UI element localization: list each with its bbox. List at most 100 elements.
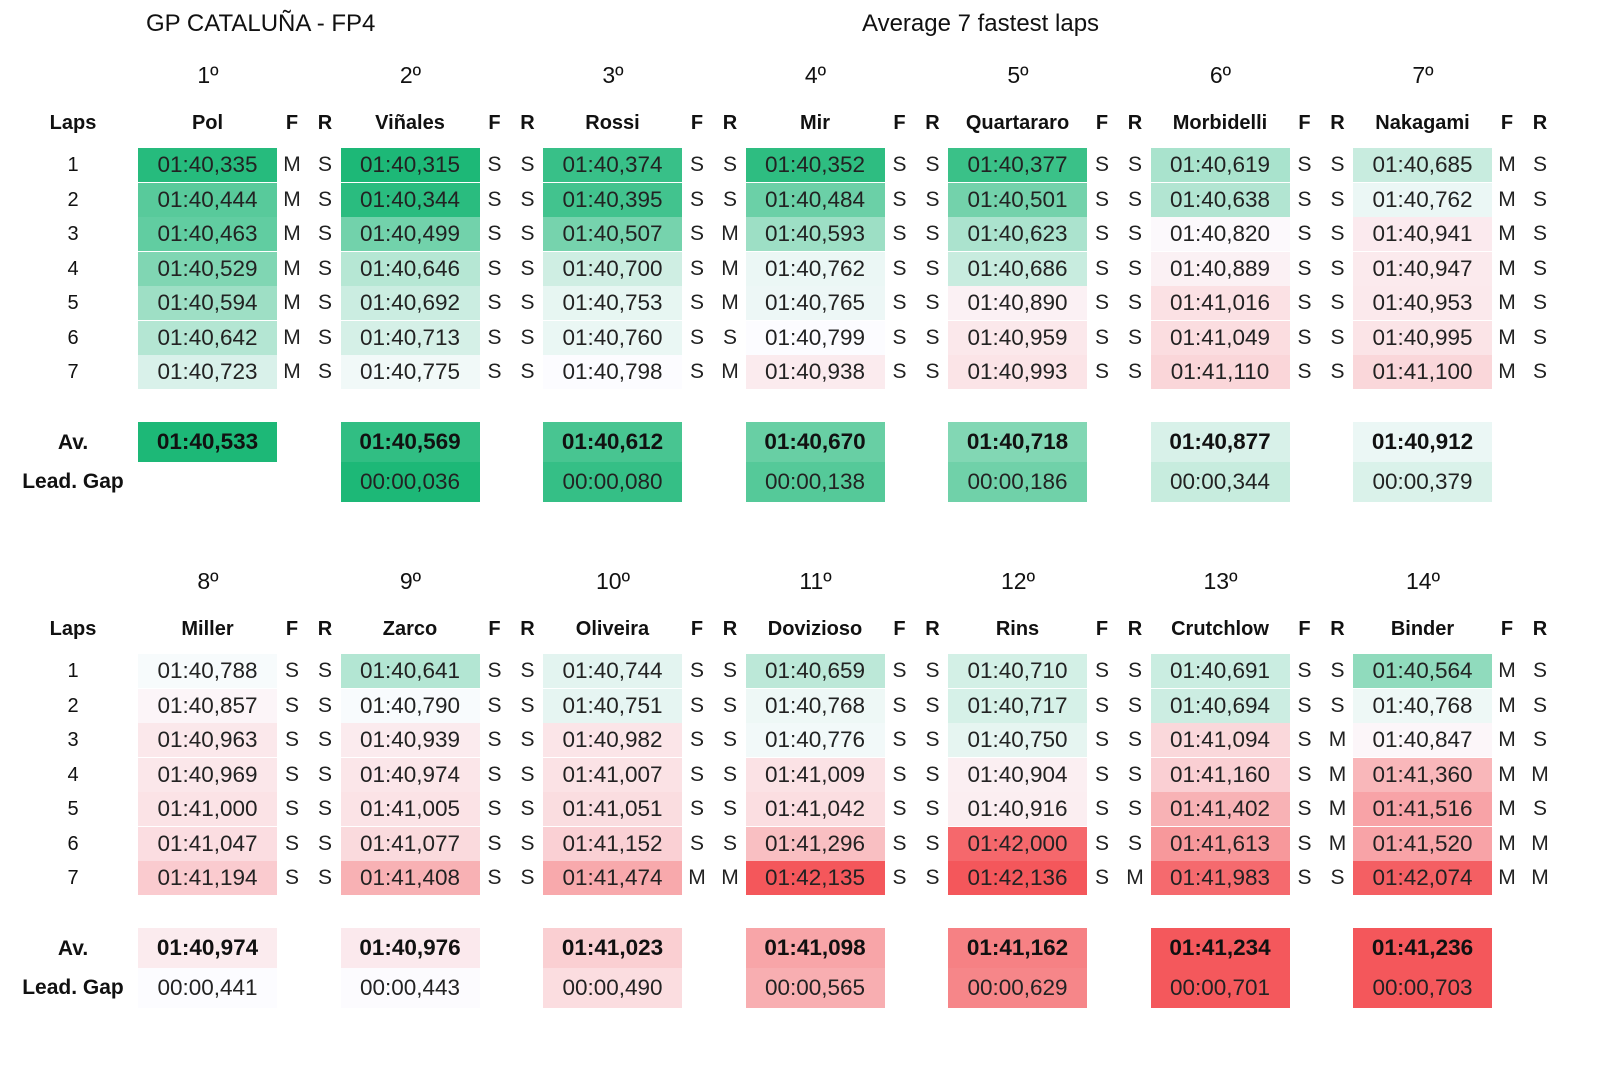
rear-tyre-value: S <box>1330 153 1345 176</box>
rider-name: Nakagami <box>1375 112 1470 134</box>
lap-time-cell: 01:41,009 <box>745 757 885 792</box>
rear-tyre-value: S <box>317 325 332 349</box>
front-tyre-value: M <box>1498 762 1516 786</box>
rear-tyre-value: M <box>1126 866 1144 889</box>
rear-tyre-value: S <box>925 728 940 751</box>
front-tyre-value: S <box>892 762 907 786</box>
rear-tyre-value: S <box>1330 222 1345 245</box>
front-tyre-value: S <box>1297 728 1312 751</box>
rear-tyre-value: S <box>1330 866 1345 889</box>
lap-time-cell: 01:42,074 <box>1353 861 1492 895</box>
front-tyre-value: M <box>1498 256 1516 280</box>
lap-number: 6 <box>67 832 79 855</box>
rear-tyre-value: S <box>925 797 940 820</box>
lap-time-cell: 01:40,638 <box>1150 182 1290 217</box>
lap-time-cell: 01:40,751 <box>543 688 682 723</box>
average-time-cell: 01:40,718 <box>948 422 1087 462</box>
front-tyre-value: M <box>283 360 301 383</box>
front-tyre-value: M <box>283 325 301 349</box>
front-tyre-header: F <box>690 618 704 640</box>
lap-number: 3 <box>67 729 79 751</box>
front-tyre-value: S <box>689 659 704 682</box>
rear-tyre-value: S <box>1532 659 1547 682</box>
rider-name: Rossi <box>585 112 640 134</box>
rear-tyre-value: S <box>317 693 332 717</box>
front-tyre-value: M <box>283 153 301 176</box>
rider-position: 8º <box>197 568 219 594</box>
front-tyre-value: S <box>892 659 907 682</box>
rider-position: 3º <box>602 62 624 88</box>
rear-tyre-header: R <box>317 618 333 640</box>
rear-tyre-value: S <box>317 291 332 314</box>
front-tyre-value: S <box>1297 256 1312 280</box>
lap-time-cell: 01:40,790 <box>340 688 480 723</box>
front-tyre-value: S <box>892 831 907 855</box>
rear-tyre-value: S <box>1532 187 1547 211</box>
lap-time-cell: 01:41,296 <box>745 826 885 861</box>
rear-tyre-header: R <box>1330 618 1345 640</box>
rear-tyre-value: S <box>1330 360 1345 383</box>
front-tyre-value: M <box>283 291 301 314</box>
lap-time-cell: 01:40,768 <box>745 688 885 723</box>
lap-time-cell: 01:40,820 <box>1150 217 1290 251</box>
chart-subtitle: Average 7 fastest laps <box>862 10 1100 37</box>
lap-time-cell: 01:41,042 <box>745 792 885 826</box>
rider-position: 12º <box>1001 568 1035 594</box>
rear-tyre-value: S <box>317 153 332 176</box>
lap-time-cell: 01:40,750 <box>948 723 1087 757</box>
front-tyre-value: S <box>892 797 907 820</box>
front-tyre-value: S <box>284 659 299 682</box>
lap-time-cell: 01:40,374 <box>543 148 682 182</box>
lap-time-cell: 01:40,641 <box>340 654 480 688</box>
front-tyre-value: S <box>1297 659 1312 682</box>
front-tyre-value: S <box>487 866 502 889</box>
lap-time-cell: 01:40,691 <box>1150 654 1290 688</box>
front-tyre-value: S <box>689 256 704 280</box>
average-time-cell: 01:40,612 <box>543 422 682 462</box>
lap-time-cell: 01:40,623 <box>948 217 1087 251</box>
lap-number: 1 <box>67 154 79 176</box>
lap-time-cell: 01:40,916 <box>948 792 1087 826</box>
lap-time-cell: 01:40,762 <box>745 251 885 286</box>
lap-time-cell: 01:40,499 <box>340 217 480 251</box>
lap-time-cell: 01:40,939 <box>340 723 480 757</box>
leader-gap-cell: 00:00,490 <box>543 968 682 1008</box>
front-tyre-value: M <box>1498 360 1516 383</box>
rear-tyre-value: S <box>520 291 535 314</box>
front-tyre-value: S <box>284 866 299 889</box>
leader-gap-label: Lead. Gap <box>22 976 124 999</box>
rider-position: 11º <box>799 568 832 594</box>
lap-time-cell: 01:40,352 <box>745 148 885 182</box>
rear-tyre-value: S <box>925 153 940 176</box>
rear-tyre-value: M <box>1531 831 1549 855</box>
rider-position: 6º <box>1209 62 1232 88</box>
lap-time-cell: 01:40,904 <box>948 757 1087 792</box>
front-tyre-value: S <box>487 360 502 383</box>
rear-tyre-value: S <box>1330 256 1345 280</box>
average-time-cell: 01:41,098 <box>745 928 885 968</box>
front-tyre-value: M <box>283 256 301 280</box>
front-tyre-value: S <box>1297 797 1312 820</box>
rider-position: 1º <box>197 62 219 88</box>
rider-name: Zarco <box>382 618 438 640</box>
rider-name: Pol <box>191 112 224 134</box>
average-time-cell: 01:40,533 <box>138 422 277 462</box>
front-tyre-value: S <box>892 153 907 176</box>
lap-time-cell: 01:40,941 <box>1353 217 1492 251</box>
lap-time-cell: 01:40,444 <box>138 182 277 217</box>
front-tyre-value: S <box>1297 291 1312 314</box>
leader-gap-cell: 00:00,080 <box>543 462 682 502</box>
rear-tyre-value: S <box>1127 360 1142 383</box>
rear-tyre-value: S <box>1532 325 1547 349</box>
rear-tyre-value: S <box>520 728 535 751</box>
average-label: Av. <box>57 937 89 960</box>
lap-time-cell: 01:40,395 <box>543 182 682 217</box>
rear-tyre-value: M <box>1531 762 1549 786</box>
front-tyre-header: F <box>893 112 906 134</box>
lap-number: 7 <box>67 361 79 383</box>
leader-gap-cell: 00:00,138 <box>745 462 885 502</box>
lap-time-cell: 01:40,463 <box>138 217 277 251</box>
front-tyre-value: S <box>487 693 502 717</box>
rear-tyre-header: R <box>925 618 940 640</box>
rear-tyre-value: M <box>1328 797 1347 820</box>
